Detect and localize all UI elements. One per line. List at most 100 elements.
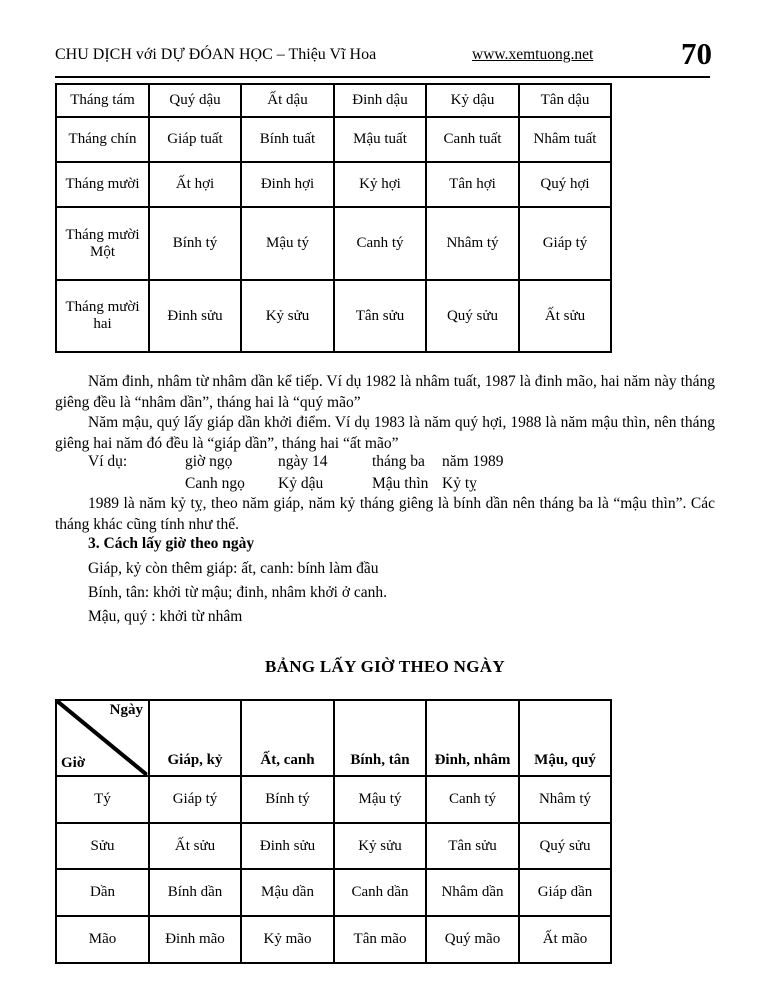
data-cell: Tân hợi	[425, 161, 520, 208]
corner-cell: Ngày Giờ	[55, 699, 150, 777]
data-cell: Ất sửu	[518, 279, 612, 353]
data-cell: Bính tý	[240, 775, 335, 824]
row-header: Tý	[55, 775, 150, 824]
data-cell: Giáp tý	[518, 206, 612, 281]
corner-label-hour: Giờ	[61, 755, 86, 771]
month-cell: Tháng mười	[55, 161, 150, 208]
example-value: tháng ba	[372, 453, 425, 470]
diagonal-line	[57, 701, 148, 775]
table-row: Dần Bính dần Mậu dần Canh dần Nhâm dần G…	[55, 868, 612, 917]
table-row: Tháng mười Ất hợi Đinh hợi Kỷ hợi Tân hợ…	[55, 161, 612, 208]
data-cell: Bính tý	[148, 206, 242, 281]
data-cell: Nhâm tuất	[518, 116, 612, 163]
example-value: giờ ngọ	[185, 453, 233, 470]
col-header: Đinh, nhâm	[425, 699, 520, 777]
header-divider	[55, 76, 710, 78]
data-cell: Quý sửu	[425, 279, 520, 353]
rule-line: Mậu, quý : khởi từ nhâm	[88, 608, 243, 625]
table-row: Tháng chín Giáp tuất Bính tuất Mậu tuất …	[55, 116, 612, 163]
data-cell: Tân sửu	[425, 822, 520, 870]
data-cell: Mậu tý	[333, 775, 427, 824]
data-cell: Quý hợi	[518, 161, 612, 208]
example-row: Canh ngọ Kỷ dậu Mậu thìn Kỷ tỵ	[55, 473, 715, 495]
data-cell: Bính dần	[148, 868, 242, 917]
data-cell: Đinh hợi	[240, 161, 335, 208]
data-cell: Nhâm tý	[425, 206, 520, 281]
hour-table: Ngày Giờ Giáp, kỷ Ất, canh Bính, tân Đin…	[55, 699, 612, 964]
data-cell: Canh dần	[333, 868, 427, 917]
data-cell: Giáp tý	[148, 775, 242, 824]
section-heading: 3. Cách lấy giờ theo ngày	[88, 535, 255, 552]
example-value: Kỷ tỵ	[442, 475, 477, 492]
table-row: Sửu Ất sửu Đinh sửu Kỷ sửu Tân sửu Quý s…	[55, 822, 612, 870]
data-cell: Kỷ sửu	[240, 279, 335, 353]
data-cell: Canh tý	[425, 775, 520, 824]
data-cell: Bính tuất	[240, 116, 335, 163]
month-cell: Tháng tám	[55, 83, 150, 118]
data-cell: Mậu tý	[240, 206, 335, 281]
paragraph-mau-quy: Năm mậu, quý lấy giáp dần khởi điểm. Ví …	[55, 414, 715, 452]
data-cell: Kỷ sửu	[333, 822, 427, 870]
hour-table-title: BẢNG LẤY GIỜ THEO NGÀY	[265, 657, 505, 676]
data-cell: Canh tý	[333, 206, 427, 281]
data-cell: Canh tuất	[425, 116, 520, 163]
example-value: Mậu thìn	[372, 475, 429, 492]
data-cell: Ất sửu	[148, 822, 242, 870]
col-header: Mậu, quý	[518, 699, 612, 777]
data-cell: Quý sửu	[518, 822, 612, 870]
paragraph-1989: 1989 là năm kỷ tỵ, theo năm giáp, năm kỷ…	[55, 495, 715, 533]
col-header: Giáp, kỷ	[148, 699, 242, 777]
row-header: Dần	[55, 868, 150, 917]
data-cell: Nhâm tý	[518, 775, 612, 824]
table-row: Tháng mười hai Đinh sửu Kỷ sửu Tân sửu Q…	[55, 279, 612, 353]
data-cell: Giáp tuất	[148, 116, 242, 163]
row-header: Mão	[55, 915, 150, 964]
example-value: Kỷ dậu	[278, 475, 324, 492]
table-row: Tháng tám Quý dậu Ất dậu Đinh dậu Kỷ dậu…	[55, 83, 612, 118]
example-value: Canh ngọ	[185, 475, 245, 492]
month-cell: Tháng mười hai	[55, 279, 150, 353]
data-cell: Kỷ mão	[240, 915, 335, 964]
data-cell: Ất dậu	[240, 83, 335, 118]
col-header: Bính, tân	[333, 699, 427, 777]
data-cell: Đinh sửu	[240, 822, 335, 870]
document-title: CHU DỊCH với DỰ ĐÓAN HỌC – Thiệu Vĩ Hoa	[55, 46, 377, 63]
table-row: Tý Giáp tý Bính tý Mậu tý Canh tý Nhâm t…	[55, 775, 612, 824]
month-cell: Tháng chín	[55, 116, 150, 163]
data-cell: Tân dậu	[518, 83, 612, 118]
rule-line: Giáp, kỷ còn thêm giáp: ất, canh: bính l…	[88, 560, 379, 577]
row-header: Sửu	[55, 822, 150, 870]
example-block: Ví dụ: giờ ngọ ngày 14 tháng ba năm 1989 Can…	[55, 451, 715, 495]
corner-label-day: Ngày	[109, 702, 143, 718]
month-cell: Tháng mười Một	[55, 206, 150, 281]
col-header: Ất, canh	[240, 699, 335, 777]
example-row: Ví dụ: giờ ngọ ngày 14 tháng ba năm 1989	[55, 451, 715, 473]
example-value: năm 1989	[442, 453, 504, 470]
data-cell: Ất hợi	[148, 161, 242, 208]
data-cell: Quý mão	[425, 915, 520, 964]
page-number: 70	[681, 36, 712, 71]
data-cell: Quý dậu	[148, 83, 242, 118]
data-cell: Đinh sửu	[148, 279, 242, 353]
data-cell: Giáp dần	[518, 868, 612, 917]
month-table: Tháng tám Quý dậu Ất dậu Đinh dậu Kỷ dậu…	[55, 83, 612, 353]
table-row: Tháng mười Một Bính tý Mậu tý Canh tý Nh…	[55, 206, 612, 281]
example-value: ngày 14	[278, 453, 328, 470]
data-cell: Tân mão	[333, 915, 427, 964]
website-link[interactable]: www.xemtuong.net	[472, 46, 594, 63]
data-cell: Đinh mão	[148, 915, 242, 964]
rule-lines: Giáp, kỷ còn thêm giáp: ất, canh: bính l…	[88, 559, 387, 631]
data-cell: Mậu dần	[240, 868, 335, 917]
header-row: Ngày Giờ Giáp, kỷ Ất, canh Bính, tân Đin…	[55, 699, 612, 777]
data-cell: Nhâm dần	[425, 868, 520, 917]
paragraph-dinh-nham: Năm đinh, nhâm từ nhâm dần kể tiếp. Ví d…	[55, 373, 715, 411]
table-row: Mão Đinh mão Kỷ mão Tân mão Quý mão Ất m…	[55, 915, 612, 964]
data-cell: Mậu tuất	[333, 116, 427, 163]
data-cell: Tân sửu	[333, 279, 427, 353]
rule-line: Bính, tân: khởi từ mậu; đinh, nhâm khởi …	[88, 584, 388, 601]
data-cell: Ất mão	[518, 915, 612, 964]
data-cell: Đinh dậu	[333, 83, 427, 118]
data-cell: Kỷ dậu	[425, 83, 520, 118]
data-cell: Kỷ hợi	[333, 161, 427, 208]
